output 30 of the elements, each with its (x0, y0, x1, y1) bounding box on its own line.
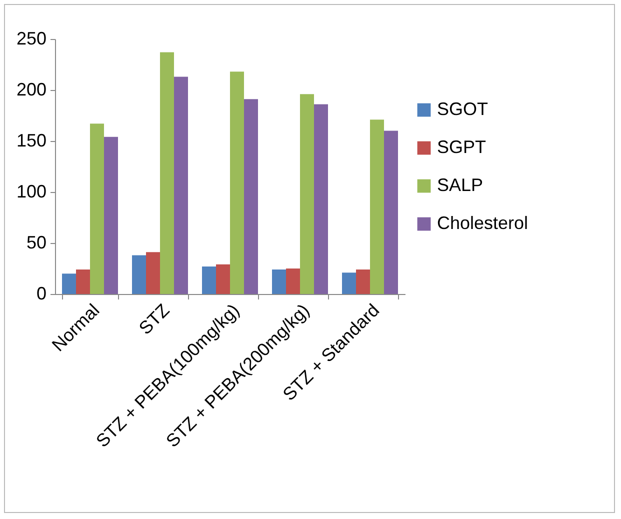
bar (300, 94, 314, 294)
legend-label: SALP (437, 175, 484, 195)
bar (230, 72, 244, 294)
bar (244, 99, 258, 294)
bar (174, 76, 188, 294)
y-tick-label: 250 (16, 28, 46, 48)
bar (384, 130, 398, 294)
legend-label: Cholesterol (437, 213, 528, 233)
bar (202, 266, 216, 294)
bar (90, 124, 104, 294)
bar (62, 274, 76, 294)
bar (132, 255, 146, 294)
bar (314, 104, 328, 294)
bar (370, 120, 384, 294)
bar (272, 270, 286, 294)
y-tick-label: 100 (16, 182, 46, 202)
bar (216, 264, 230, 294)
y-tick-label: 50 (26, 232, 46, 252)
bar (146, 252, 160, 294)
y-tick-label: 200 (16, 80, 46, 100)
bar (104, 136, 118, 294)
bar (342, 272, 356, 294)
bar (356, 270, 370, 294)
legend-label: SGPT (437, 137, 486, 157)
bar (286, 268, 300, 294)
y-tick-label: 150 (16, 130, 46, 150)
bar (160, 52, 174, 294)
y-tick-label: 0 (36, 284, 46, 304)
bar (76, 270, 90, 294)
legend-label: SGOT (437, 99, 488, 119)
